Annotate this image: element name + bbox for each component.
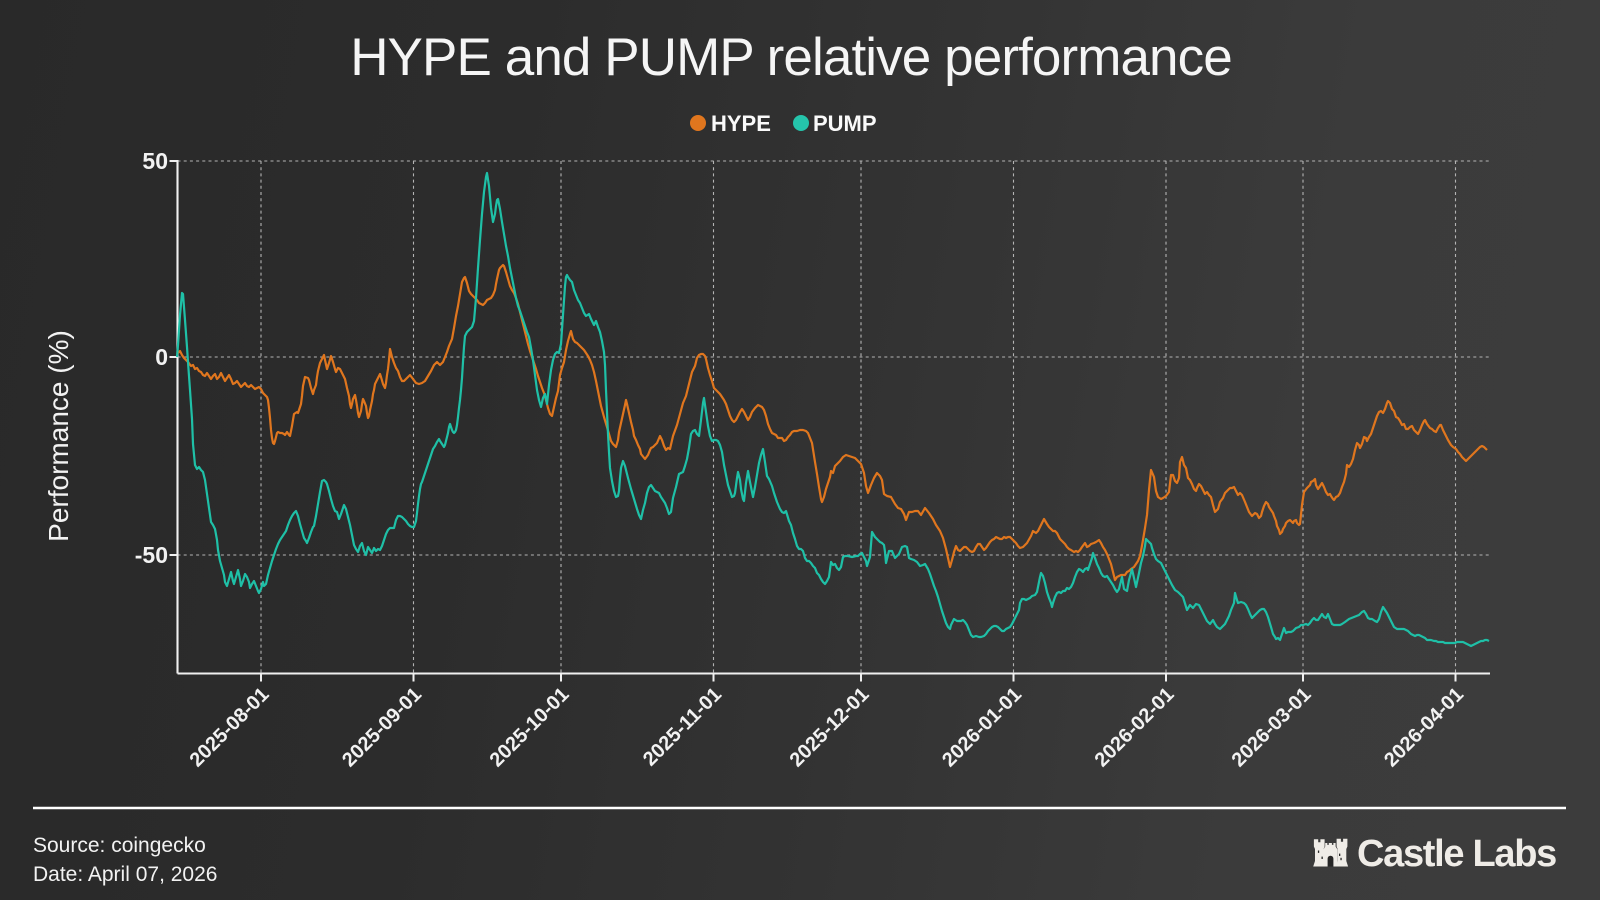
svg-text:2025-11-01: 2025-11-01 <box>639 683 726 770</box>
svg-text:2025-12-01: 2025-12-01 <box>786 683 874 771</box>
svg-text:2025-10-01: 2025-10-01 <box>486 683 574 771</box>
svg-text:PUMP: PUMP <box>813 111 877 136</box>
svg-text:Castle Labs: Castle Labs <box>1357 833 1556 875</box>
svg-text:-50: -50 <box>135 542 168 568</box>
svg-text:HYPE and PUMP relative perform: HYPE and PUMP relative performance <box>350 28 1232 87</box>
svg-text:2025-08-01: 2025-08-01 <box>186 683 274 771</box>
svg-text:HYPE: HYPE <box>711 111 771 136</box>
svg-text:Date: April 07, 2026: Date: April 07, 2026 <box>33 863 217 886</box>
svg-text:2026-03-01: 2026-03-01 <box>1228 683 1316 771</box>
svg-text:2026-02-01: 2026-02-01 <box>1091 683 1179 771</box>
svg-text:2025-09-01: 2025-09-01 <box>338 683 426 771</box>
svg-text:Performance (%): Performance (%) <box>43 330 74 542</box>
svg-text:0: 0 <box>155 344 168 370</box>
svg-text:2026-04-01: 2026-04-01 <box>1380 683 1468 771</box>
svg-text:Source: coingecko: Source: coingecko <box>33 834 206 857</box>
svg-text:50: 50 <box>142 148 168 174</box>
svg-text:2026-01-01: 2026-01-01 <box>938 683 1026 771</box>
